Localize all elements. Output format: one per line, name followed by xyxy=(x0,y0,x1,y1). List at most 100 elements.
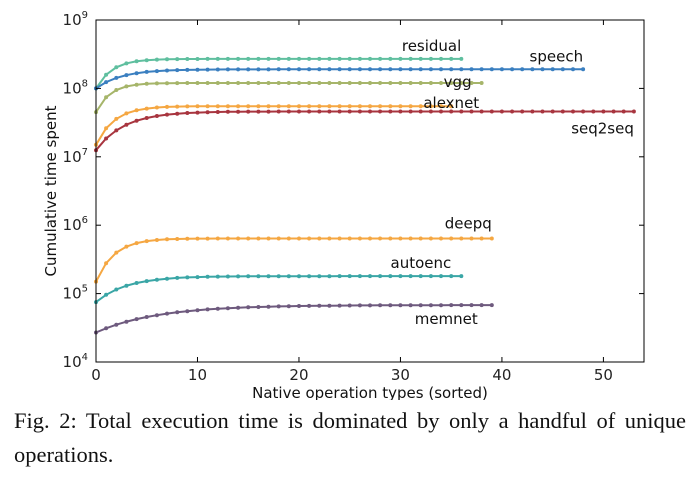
series-label-memnet: memnet xyxy=(415,310,478,328)
series-line-memnet xyxy=(95,304,492,334)
y-tick-label: 108 xyxy=(63,78,88,97)
data-point xyxy=(317,274,322,279)
data-point xyxy=(114,128,119,133)
data-point xyxy=(368,303,372,308)
data-point xyxy=(154,57,159,62)
data-point xyxy=(560,109,565,114)
data-point xyxy=(418,81,423,85)
data-point xyxy=(408,104,413,109)
x-tick-label: 40 xyxy=(492,366,511,384)
data-point xyxy=(286,109,291,114)
data-point xyxy=(215,81,220,85)
data-point xyxy=(195,236,200,241)
data-point xyxy=(236,236,241,241)
data-point xyxy=(347,236,352,241)
x-tick-label: 10 xyxy=(188,366,207,384)
data-point xyxy=(479,67,484,72)
data-point xyxy=(104,136,109,141)
data-point xyxy=(449,81,454,85)
data-point xyxy=(479,109,484,114)
data-point xyxy=(246,109,251,114)
data-point xyxy=(428,104,433,109)
data-point xyxy=(469,67,474,72)
data-point xyxy=(134,241,139,246)
figure-caption: Fig. 2: Total execution time is dominate… xyxy=(14,408,686,467)
ticks-layer: 0 10 20 30 40 50 104 105 106 107 108 109 xyxy=(63,10,644,384)
data-point xyxy=(266,67,271,72)
data-point xyxy=(236,305,241,310)
data-point xyxy=(581,109,586,114)
data-point xyxy=(378,81,383,85)
data-point xyxy=(357,81,362,85)
data-point xyxy=(327,67,332,72)
data-point xyxy=(175,68,180,73)
series-line-deepq xyxy=(95,237,492,283)
data-point xyxy=(256,104,261,109)
series-autoenc xyxy=(94,274,464,305)
data-point xyxy=(530,109,535,114)
data-point xyxy=(165,311,169,316)
data-point xyxy=(398,104,403,109)
data-point xyxy=(408,274,413,279)
data-point xyxy=(246,56,251,61)
data-point xyxy=(225,236,230,241)
data-point xyxy=(104,80,109,85)
data-point xyxy=(560,67,565,72)
data-point xyxy=(266,81,271,85)
data-point xyxy=(388,109,393,114)
data-point xyxy=(266,236,271,241)
data-point xyxy=(418,236,423,241)
data-point xyxy=(378,109,383,114)
data-point xyxy=(195,275,200,280)
data-point xyxy=(337,236,342,241)
chart: 0 10 20 30 40 50 104 105 106 107 108 109 residual sp… xyxy=(42,10,645,400)
data-point xyxy=(205,307,210,312)
data-point xyxy=(124,73,129,78)
series-label-vgg: vgg xyxy=(444,73,472,91)
data-point xyxy=(439,81,443,85)
data-point xyxy=(428,109,433,114)
data-point xyxy=(175,57,180,62)
data-point xyxy=(134,108,139,113)
data-point xyxy=(428,67,433,72)
data-point xyxy=(134,118,139,123)
data-point xyxy=(378,236,383,241)
data-point xyxy=(307,236,312,241)
data-point xyxy=(327,56,332,61)
data-point xyxy=(195,67,200,72)
data-point xyxy=(398,56,403,61)
data-point xyxy=(510,109,515,114)
data-point xyxy=(368,104,372,109)
data-point xyxy=(165,104,169,109)
labels-layer: residual speech vgg alexnet seq2seq deepq auto… xyxy=(391,37,634,328)
data-point xyxy=(337,104,342,109)
data-point xyxy=(469,236,474,241)
data-point xyxy=(418,303,423,308)
data-point xyxy=(246,104,251,109)
data-point xyxy=(185,309,190,314)
data-point xyxy=(428,81,433,85)
data-point xyxy=(276,304,281,309)
data-point xyxy=(388,56,393,61)
data-point xyxy=(479,303,484,308)
data-point xyxy=(276,81,281,85)
data-point xyxy=(225,274,230,279)
series-label-speech: speech xyxy=(530,47,584,65)
data-point xyxy=(256,109,261,114)
data-point xyxy=(124,122,129,127)
data-point xyxy=(439,303,443,308)
series-label-autoenc: autoenc xyxy=(391,254,452,272)
data-point xyxy=(246,305,251,310)
data-point xyxy=(114,65,119,70)
data-point xyxy=(449,104,454,109)
data-point xyxy=(236,81,241,85)
series-alexnet xyxy=(94,104,454,147)
data-point xyxy=(215,274,220,279)
data-point xyxy=(236,56,241,61)
series-label-seq2seq: seq2seq xyxy=(571,120,634,138)
data-point xyxy=(591,109,596,114)
data-point xyxy=(124,84,129,89)
data-point xyxy=(307,56,312,61)
data-point xyxy=(144,58,149,63)
data-point xyxy=(540,109,545,114)
